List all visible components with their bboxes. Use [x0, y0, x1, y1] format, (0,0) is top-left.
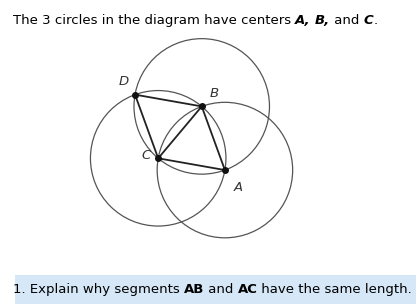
Text: B: B: [209, 87, 218, 100]
Text: B,: B,: [315, 14, 330, 27]
Text: A,: A,: [295, 14, 310, 27]
Text: .: .: [373, 14, 377, 27]
Text: and: and: [330, 14, 363, 27]
Text: D: D: [118, 75, 129, 88]
Text: have the same length.: have the same length.: [257, 283, 412, 296]
Text: AC: AC: [238, 283, 257, 296]
Text: A: A: [234, 181, 243, 194]
Text: C: C: [363, 14, 373, 27]
FancyBboxPatch shape: [15, 275, 416, 304]
Text: The 3 circles in the diagram have centers: The 3 circles in the diagram have center…: [13, 14, 295, 27]
Text: AB: AB: [184, 283, 204, 296]
Text: and: and: [204, 283, 238, 296]
Text: 1. Explain why segments: 1. Explain why segments: [13, 283, 184, 296]
Text: C: C: [142, 149, 151, 162]
